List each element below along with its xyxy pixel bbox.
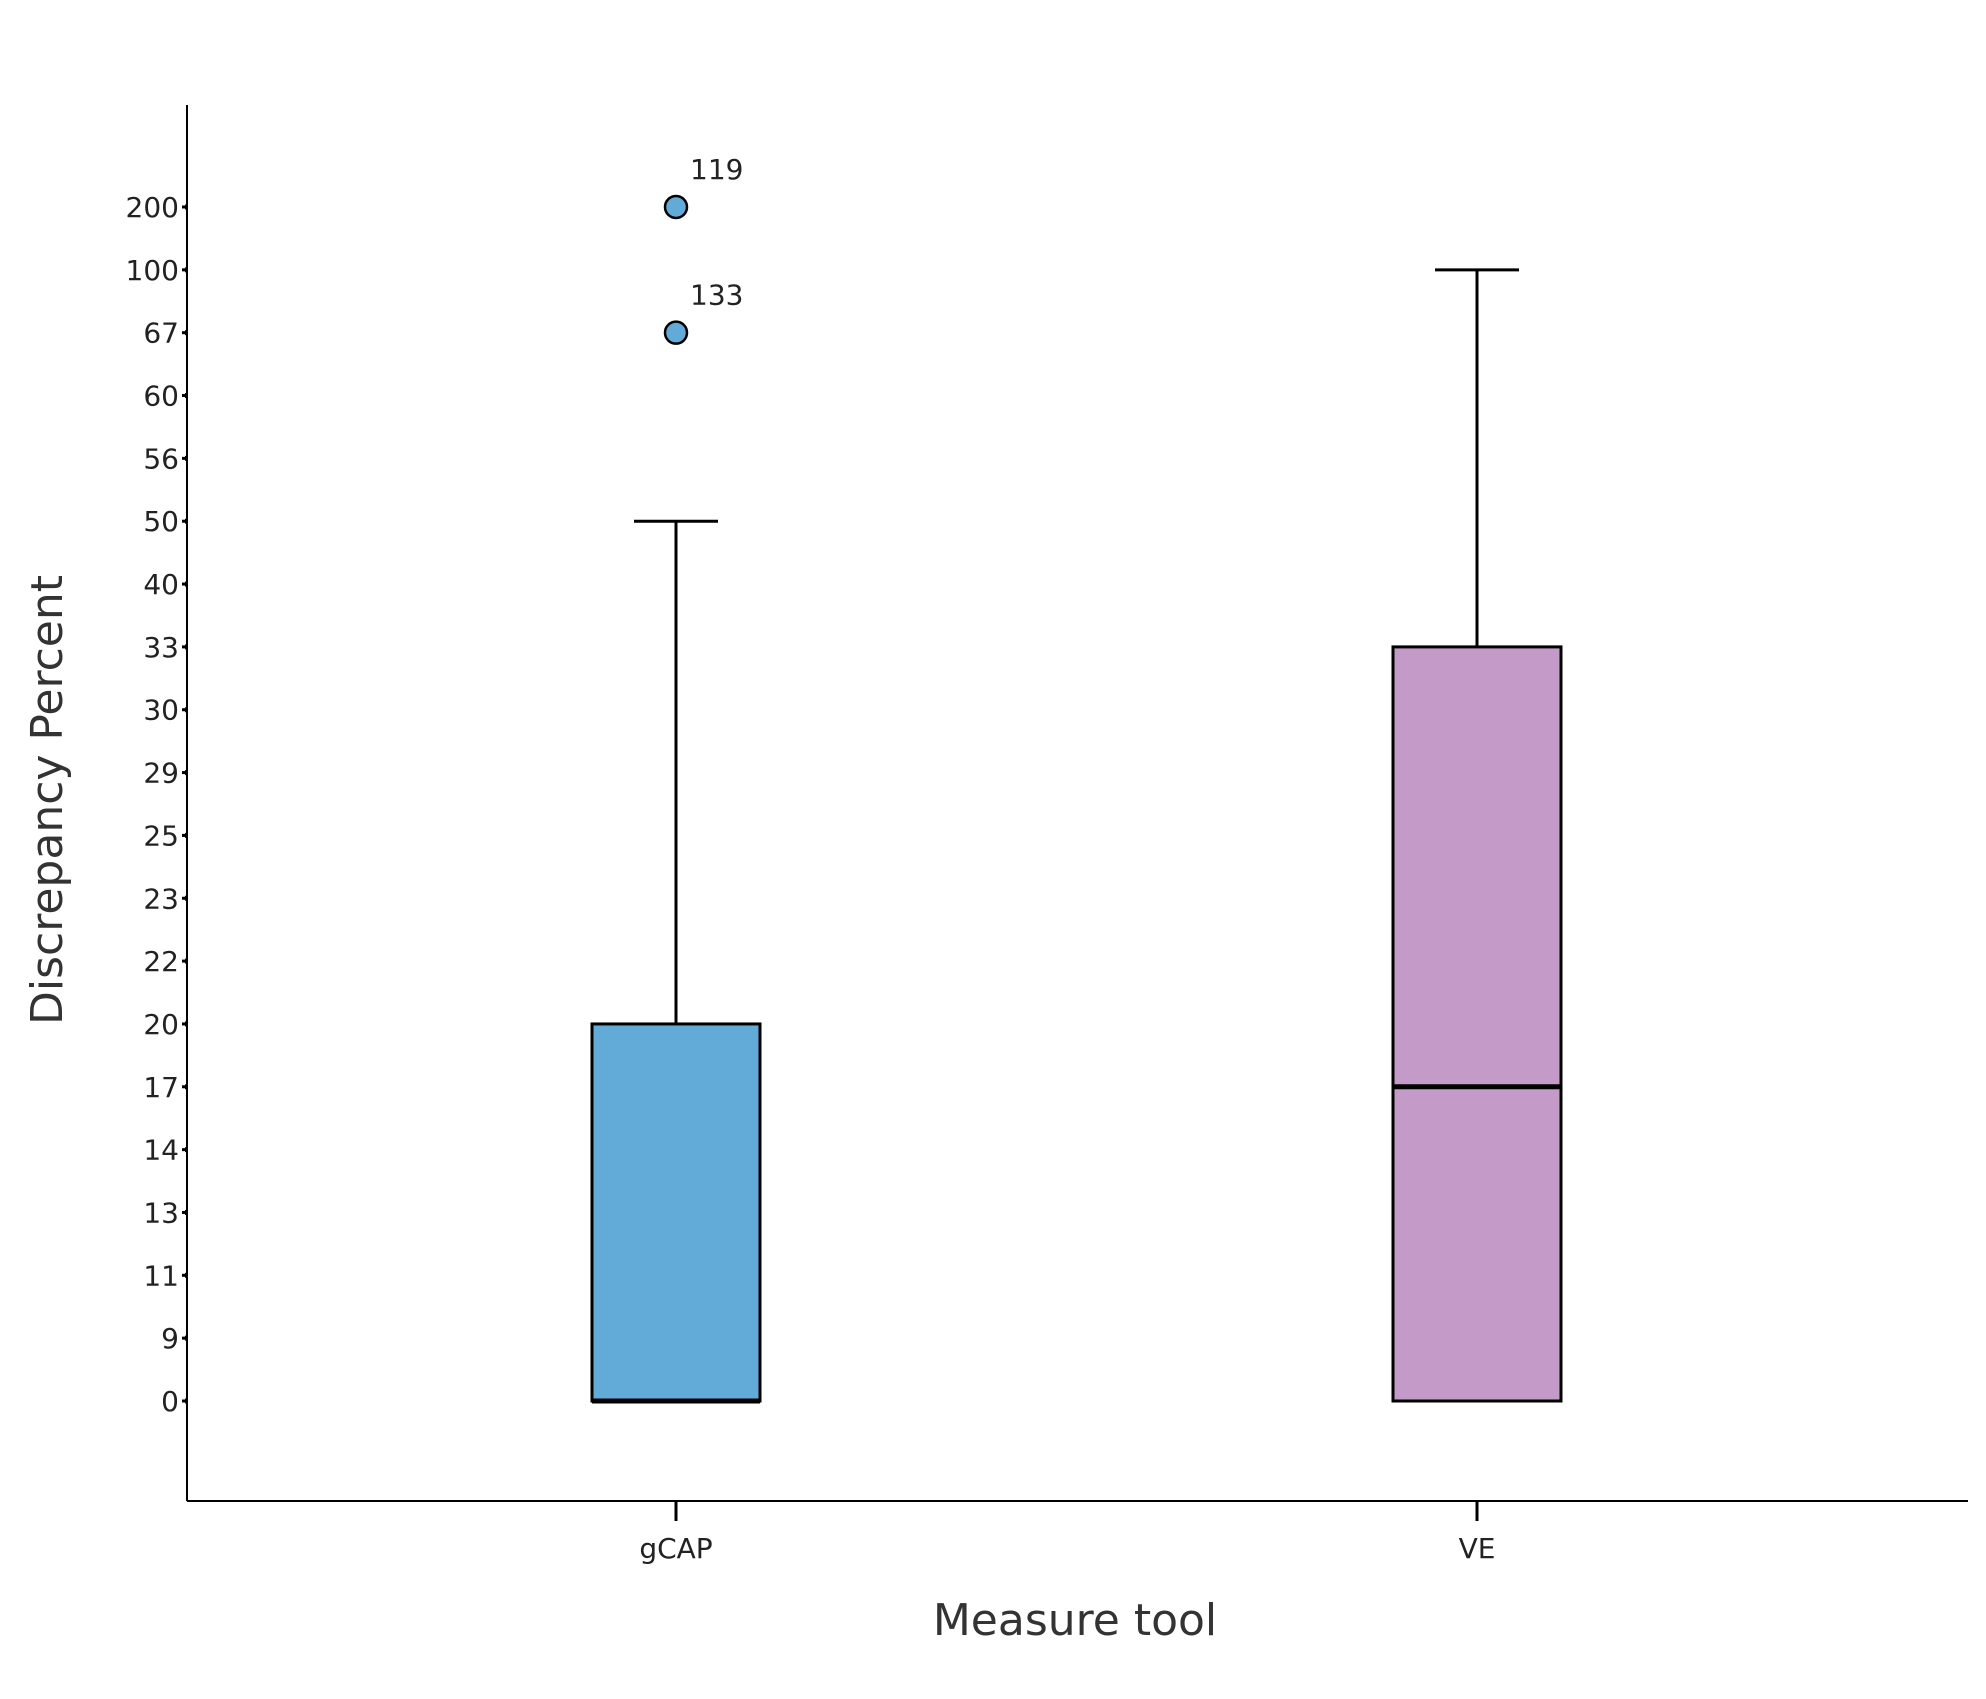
x-tick-label: VE	[1459, 1532, 1496, 1565]
y-tick-label: 22	[143, 945, 179, 978]
outlier-point	[663, 194, 689, 220]
axes	[186, 105, 1968, 1502]
y-tick-label: 50	[143, 505, 179, 538]
x-axis-title: Measure tool	[933, 1595, 1217, 1646]
x-tick-label: gCAP	[639, 1532, 712, 1565]
y-tick-label: 23	[143, 882, 179, 915]
y-tick-label: 13	[143, 1196, 179, 1229]
outlier-label: 119	[690, 153, 743, 186]
y-axis-ticks: 0 9 11 13 14 17 20 22 23 25 29 30 33 40 50 56 60 67 100 200	[126, 191, 188, 1418]
y-tick-label: 56	[143, 442, 179, 475]
y-tick-label: 60	[143, 380, 179, 413]
y-tick-label: 0	[161, 1385, 179, 1418]
outlier-label: 133	[690, 279, 743, 312]
boxes	[590, 268, 1563, 1404]
y-axis-title: Discrepancy Percent	[22, 575, 73, 1025]
y-tick-label: 25	[143, 819, 179, 852]
outlier-point	[663, 320, 689, 345]
y-tick-label: 200	[126, 191, 179, 224]
y-tick-label: 67	[143, 317, 179, 350]
y-tick-label: 33	[143, 631, 179, 664]
y-tick-label: 20	[143, 1008, 179, 1041]
y-tick-label: 40	[143, 568, 179, 601]
box-gCAP	[590, 1022, 762, 1403]
x-axis-ticks: gCAP VE	[639, 1501, 1495, 1565]
y-tick-label: 29	[143, 757, 179, 790]
y-tick-label: 9	[161, 1322, 179, 1355]
y-tick-label: 14	[143, 1134, 179, 1167]
y-tick-label: 30	[143, 694, 179, 727]
y-tick-label: 100	[126, 254, 179, 287]
y-tick-label: 11	[143, 1259, 179, 1292]
outliers: 119 133	[663, 153, 743, 345]
y-tick-label: 17	[143, 1071, 179, 1104]
box-VE	[1391, 645, 1563, 1403]
